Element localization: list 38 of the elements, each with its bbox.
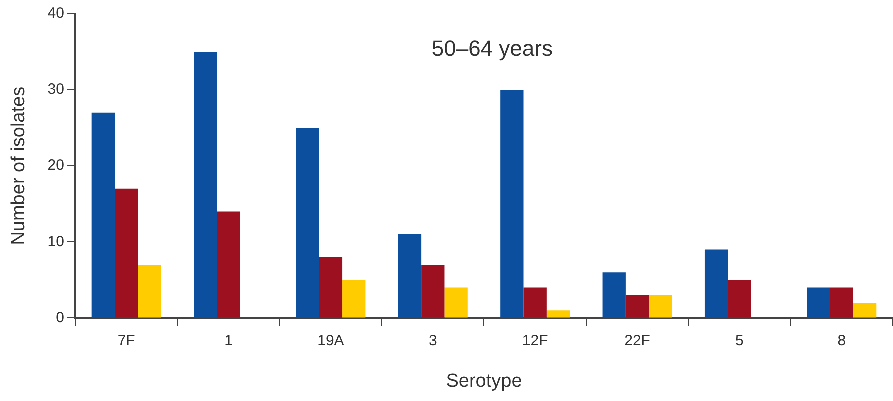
y-tick-label: 20: [48, 157, 64, 174]
x-axis-title: Serotype: [446, 370, 522, 392]
bar: [422, 264, 445, 318]
y-tick-label: 0: [56, 309, 64, 326]
bar: [194, 52, 218, 318]
y-axis-title: Number of isolates: [8, 86, 30, 246]
bar: [830, 288, 854, 318]
bar: [92, 112, 115, 318]
bar: [524, 288, 547, 318]
bar: [602, 272, 626, 318]
y-tick-label: 10: [48, 233, 64, 250]
bar: [115, 188, 138, 318]
bar: [626, 295, 650, 318]
y-tick-label: 40: [48, 5, 64, 22]
bar: [342, 280, 366, 318]
bar: [296, 128, 320, 318]
x-tick-label: 19A: [318, 332, 344, 350]
bar: [138, 264, 162, 318]
bar: [728, 280, 752, 318]
bar: [444, 288, 468, 318]
x-tick-label: 5: [736, 332, 744, 350]
bar: [398, 234, 422, 318]
x-tick-label: 12F: [522, 332, 548, 350]
y-tick-label: 30: [48, 81, 64, 98]
x-tick-label: 8: [838, 332, 846, 350]
bar: [546, 310, 570, 318]
bar: [319, 257, 343, 318]
bar: [217, 212, 240, 318]
bar: [807, 288, 830, 318]
bar: [853, 302, 877, 318]
bar: [500, 90, 524, 318]
text: 50–64 years: [432, 36, 553, 62]
x-tick-label: 22F: [624, 332, 650, 350]
bar: [704, 250, 728, 318]
x-tick-label: 7F: [118, 332, 136, 350]
x-tick-label: 1: [224, 332, 233, 350]
bar: [649, 295, 672, 318]
x-tick-label: 3: [428, 332, 438, 350]
